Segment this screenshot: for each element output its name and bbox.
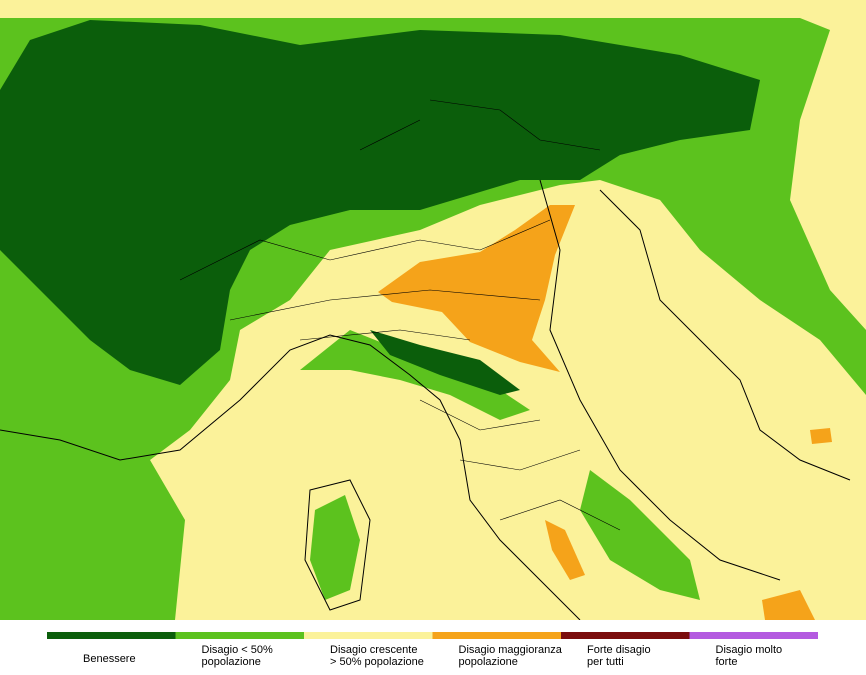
zone-orange bbox=[762, 590, 815, 620]
zone-orange bbox=[545, 520, 585, 580]
zone-dark-green bbox=[370, 330, 520, 395]
zone-dark-green bbox=[0, 20, 760, 385]
legend-swatch bbox=[432, 632, 561, 639]
legend-swatch bbox=[689, 632, 818, 639]
legend-label: Benessere bbox=[83, 653, 136, 665]
legend-label: Disagio molto bbox=[716, 644, 783, 656]
zone-light-green bbox=[580, 470, 700, 600]
zone-light-green bbox=[300, 330, 530, 420]
legend-label: popolazione bbox=[459, 656, 518, 668]
legend-label: per tutti bbox=[587, 656, 624, 668]
legend-swatch bbox=[304, 632, 433, 639]
legend-swatch bbox=[175, 632, 304, 639]
legend-area bbox=[0, 620, 866, 675]
legend-label: Disagio maggioranza bbox=[459, 644, 563, 656]
legend-label: > 50% popolazione bbox=[330, 656, 424, 668]
legend-label: forte bbox=[716, 656, 738, 668]
zone-orange bbox=[378, 205, 575, 372]
coastline bbox=[0, 179, 851, 621]
legend-swatch bbox=[47, 632, 176, 639]
legend-label: Forte disagio bbox=[587, 644, 651, 656]
zone-light-green bbox=[310, 495, 360, 600]
legend-label: Disagio < 50% bbox=[202, 644, 273, 656]
legend-swatch bbox=[561, 632, 690, 639]
region-borders bbox=[179, 99, 621, 531]
zone-orange bbox=[810, 428, 832, 444]
legend-label: popolazione bbox=[202, 656, 261, 668]
legend-label: Disagio crescente bbox=[330, 644, 417, 656]
